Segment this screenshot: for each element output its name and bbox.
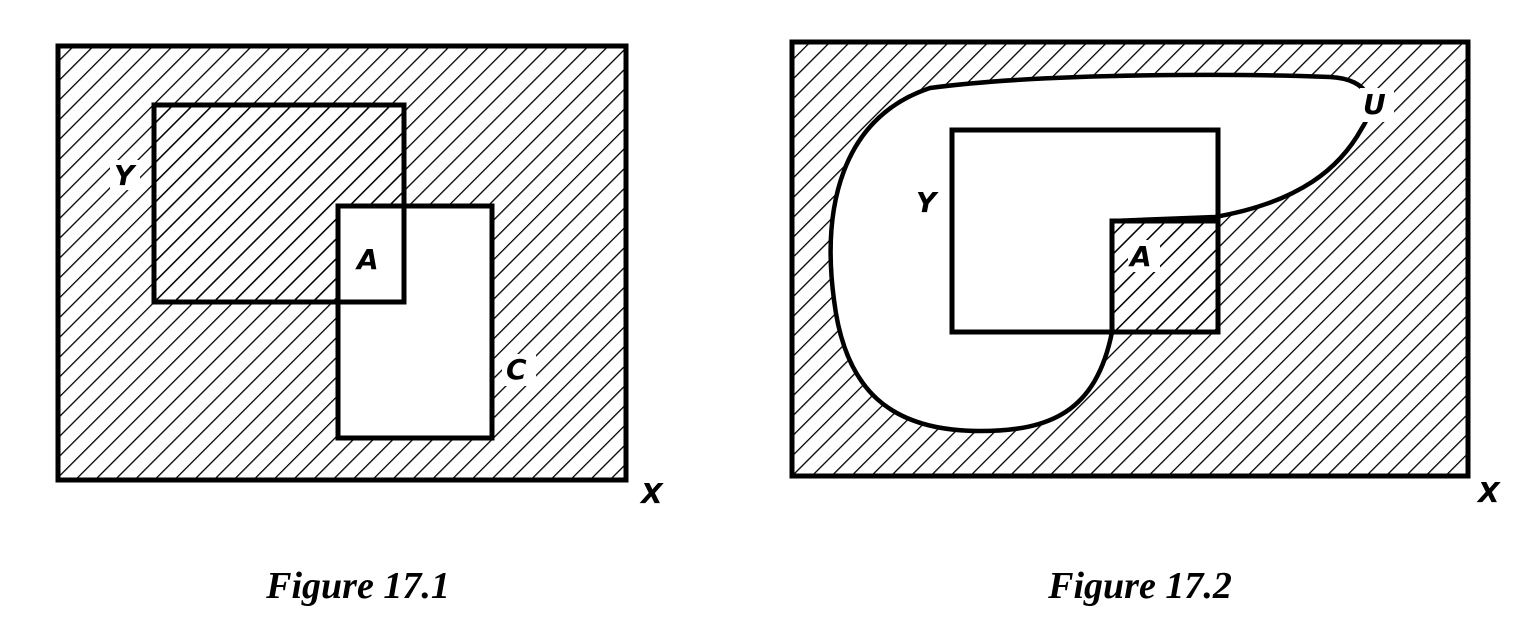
- figure-caption: Figure 17.2: [1047, 565, 1232, 607]
- label-y: Y: [916, 186, 939, 219]
- label-x: X: [639, 477, 664, 510]
- set-c-region: [338, 206, 492, 438]
- figure-17-2: Y A U X Figure 17.2: [789, 39, 1501, 607]
- set-a-region: [1112, 221, 1218, 332]
- label-a: A: [1128, 240, 1152, 273]
- label-y: Y: [114, 159, 137, 192]
- set-a-outline: [335, 203, 407, 305]
- set-x-outline: [55, 43, 629, 483]
- label-a: A: [355, 243, 379, 276]
- set-a-outline: [1109, 218, 1221, 335]
- label-x: X: [1476, 476, 1501, 509]
- label-c: C: [506, 353, 527, 386]
- label-u: U: [1363, 88, 1386, 121]
- set-c-outline: [335, 203, 495, 441]
- figure-caption: Figure 17.1: [265, 565, 450, 607]
- set-x-outline: [789, 39, 1471, 479]
- figure-17-1: Y A C X Figure 17.1: [55, 43, 664, 607]
